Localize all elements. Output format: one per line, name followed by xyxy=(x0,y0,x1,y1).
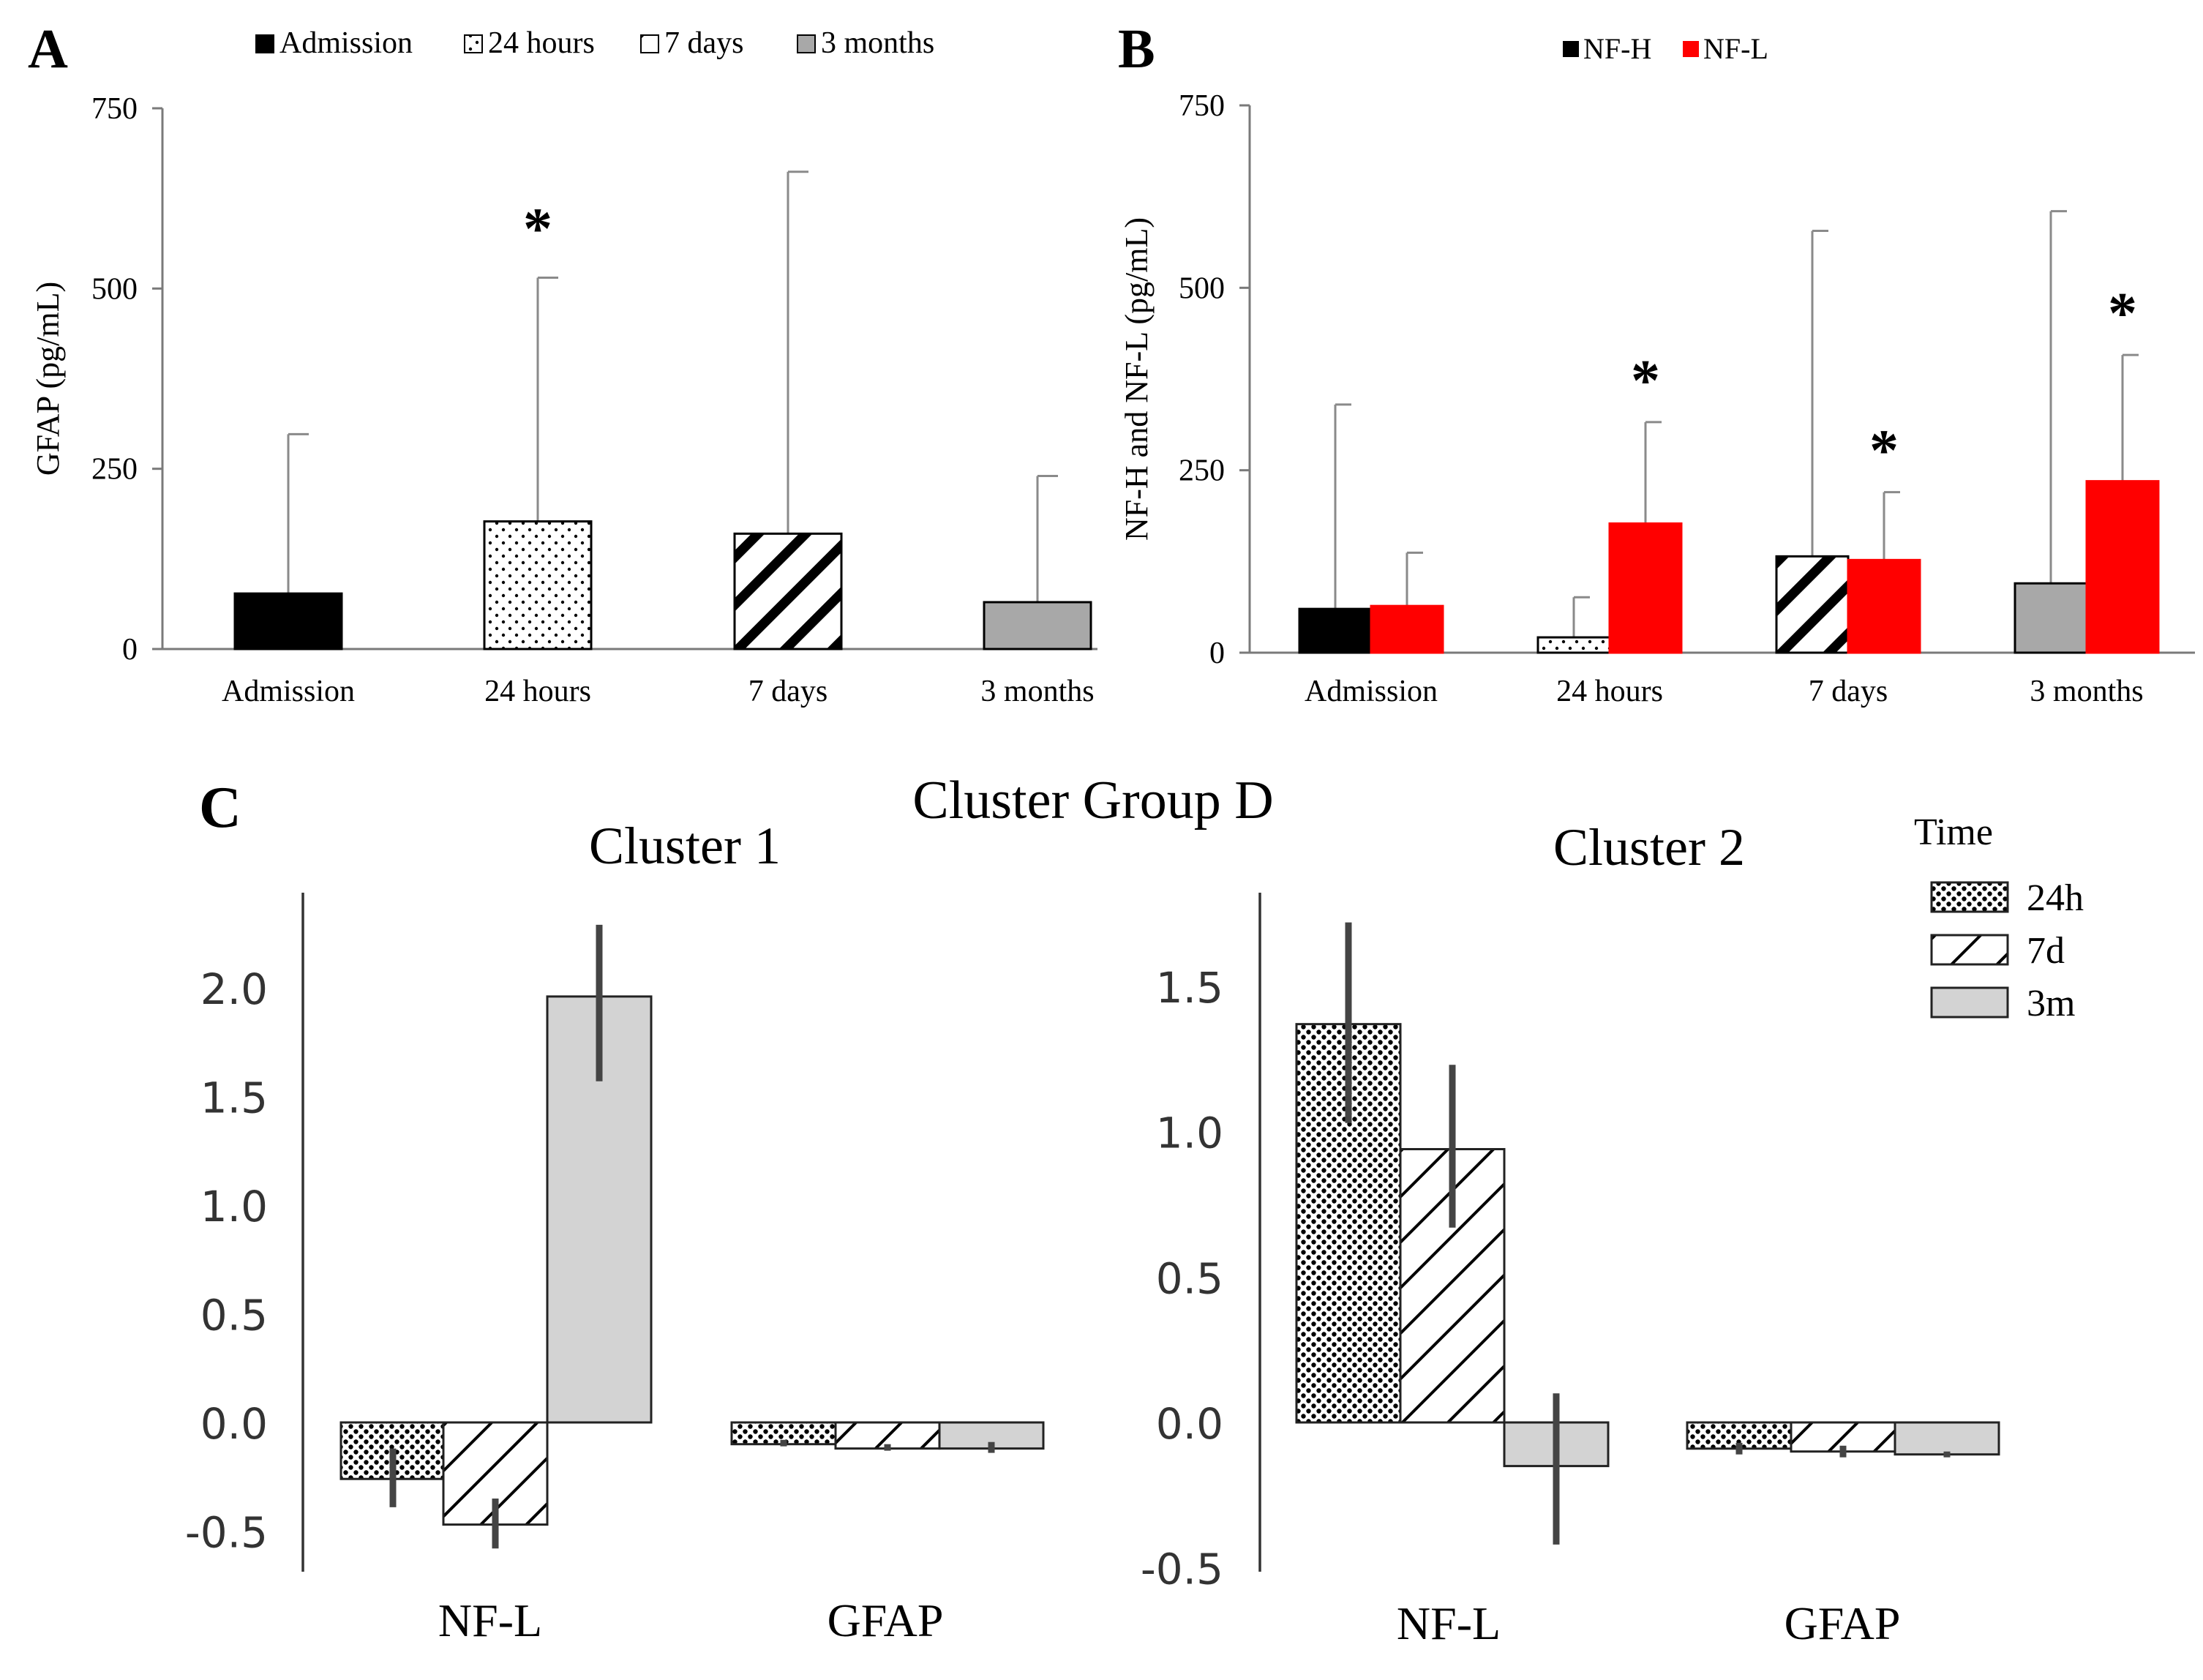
panel-c-legend-label: 7d xyxy=(2027,930,2065,972)
panel-a-legend-swatch xyxy=(640,34,659,53)
panel-b-legend-swatch xyxy=(1563,41,1579,57)
panel-c-bar-cluster-2-gfap-3m xyxy=(1894,1421,2000,1456)
panel-c-y-tick-label: 1.5 xyxy=(1156,963,1223,1013)
panel-a-y-tick-label: 500 xyxy=(91,272,138,306)
panel-b-significance-star: * xyxy=(2108,282,2137,346)
panel-c-y-tick-label: 1.0 xyxy=(1156,1109,1223,1158)
panel-a-x-tick-label: 7 days xyxy=(748,675,828,708)
panel-b-significance-star: * xyxy=(1869,419,1899,484)
panel-c-y-tick-label: -0.5 xyxy=(1141,1545,1223,1594)
panel-c-legend-title: Time xyxy=(1914,811,1993,853)
panel-c-legend-label: 3m xyxy=(2027,983,2075,1024)
panel-b-x-tick-label: 24 hours xyxy=(1556,675,1663,708)
panel-c-x-tick-label: NF-L xyxy=(1397,1597,1501,1649)
panel-c-y-tick-label: 0.5 xyxy=(200,1291,268,1340)
panel-c-y-tick-label: 0.0 xyxy=(1156,1399,1223,1449)
panel-a-legend-swatch xyxy=(797,34,816,53)
panel-b-bar-nf-l-24-hours xyxy=(1608,522,1683,654)
panel-b-legend-label: NF-L xyxy=(1703,32,1768,65)
panel-b-chart: 0 250 500 750 NF-H and NF-L (pg/mL) Admission… xyxy=(1119,32,2195,708)
panel-c-y-tick-label: 0.5 xyxy=(1156,1253,1223,1303)
panel-label-c: C xyxy=(199,776,241,840)
panel-c-x-tick-label: NF-L xyxy=(438,1594,542,1646)
panel-b-legend-label: NF-H xyxy=(1583,32,1651,65)
panel-c-subplot-title: Cluster 1 xyxy=(589,817,781,875)
panel-b-y-tick-label: 0 xyxy=(1209,637,1225,670)
panel-a-x-tick-label: Admission xyxy=(222,675,355,708)
panel-b-x-tick-label: Admission xyxy=(1305,675,1438,708)
panel-b-bar-nf-l-3-months xyxy=(2085,480,2160,654)
panel-a-y-tick-label: 250 xyxy=(91,453,138,487)
panel-a-legend-swatch xyxy=(255,34,274,53)
panel-b-significance-star: * xyxy=(1631,349,1660,413)
panel-c-legend-swatch xyxy=(1930,881,2009,913)
panel-b-x-tick-label: 3 months xyxy=(2030,675,2143,708)
panel-c-chart: Cluster Group D Cluster 1 -0.5 0.0 0.5 1.0 1.5… xyxy=(185,770,2084,1649)
panel-b-y-tick-label: 750 xyxy=(1179,89,1225,123)
panel-label-a: A xyxy=(28,18,68,80)
panel-b-y-tick-label: 500 xyxy=(1179,271,1225,305)
panel-c-x-tick-label: GFAP xyxy=(827,1594,944,1646)
panel-a-legend-label: 24 hours xyxy=(488,26,595,60)
panel-b-x-tick-label: 7 days xyxy=(1809,675,1888,708)
panel-a-y-tick-label: 750 xyxy=(91,92,138,126)
panel-a-chart: 0 250 500 750 GFAP (pg/mL) Admission 24 hours *… xyxy=(30,26,1097,708)
panel-a-legend-swatch xyxy=(464,34,483,53)
panel-a-bar-3-months xyxy=(983,601,1092,650)
panel-c-y-tick-label: 2.0 xyxy=(200,964,268,1014)
panel-c-y-tick-label: -0.5 xyxy=(185,1508,268,1558)
panel-a-bar-admission xyxy=(233,592,343,650)
panel-b-bar-nf-h-3-months xyxy=(2014,582,2088,654)
panel-a-bar-7-days xyxy=(733,532,843,650)
panel-a-legend-label: Admission xyxy=(279,26,413,60)
panel-c-legend-label: 24h xyxy=(2027,877,2084,919)
panel-label-b: B xyxy=(1118,18,1155,80)
panel-b-y-tick-label: 250 xyxy=(1179,454,1225,488)
panel-a-x-tick-label: 3 months xyxy=(980,675,1094,708)
panel-a-legend-label: 3 months xyxy=(821,26,934,60)
panel-a-y-axis-label: GFAP (pg/mL) xyxy=(30,282,66,476)
panel-b-bar-nf-h-7-days xyxy=(1775,555,1850,654)
panel-a-bar-24-hours xyxy=(483,520,593,650)
panel-b-bar-nf-h-24-hours xyxy=(1536,636,1611,654)
panel-b-legend-swatch xyxy=(1683,41,1699,57)
panel-b-bar-nf-h-admission xyxy=(1298,607,1373,654)
panel-b-bar-nf-l-admission xyxy=(1370,604,1444,654)
panel-a-y-tick-label: 0 xyxy=(122,633,138,667)
panel-a-significance-star: * xyxy=(523,198,552,262)
panel-b-bar-nf-l-7-days xyxy=(1847,558,1921,654)
panel-c-y-tick-label: 1.0 xyxy=(200,1182,268,1231)
panel-c-y-tick-label: 0.0 xyxy=(200,1399,268,1449)
panel-c-subplot-title: Cluster 2 xyxy=(1553,818,1745,877)
panel-c-x-tick-label: GFAP xyxy=(1784,1597,1901,1649)
panel-c-y-tick-label: 1.5 xyxy=(200,1073,268,1123)
panel-a-x-tick-label: 24 hours xyxy=(484,675,591,708)
panel-c-legend-swatch xyxy=(1930,934,2009,966)
panel-c-suptitle: Cluster Group D xyxy=(912,770,1273,830)
panel-b-y-axis-label: NF-H and NF-L (pg/mL) xyxy=(1119,217,1155,541)
panel-a-legend-label: 7 days xyxy=(664,26,744,60)
panel-c-legend-swatch xyxy=(1930,986,2009,1019)
